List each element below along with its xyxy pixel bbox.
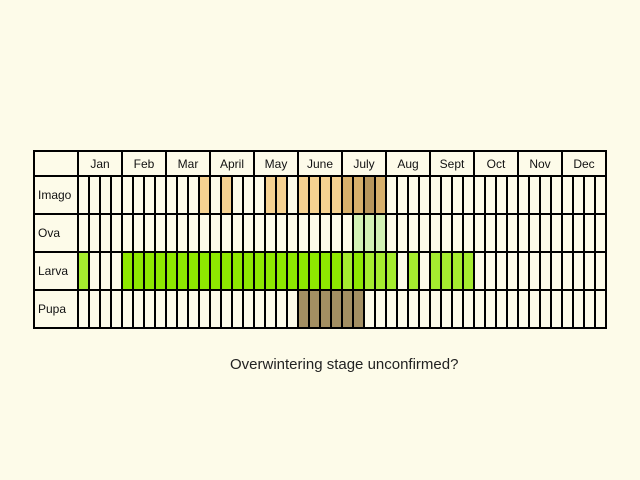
calendar-grid (33, 150, 607, 329)
month-label: June (307, 157, 333, 171)
stage-fill-larva (134, 253, 144, 290)
month-label: July (353, 157, 374, 171)
stage-fill-larva (277, 253, 287, 290)
stage-fill-larva (244, 253, 254, 290)
stage-fill-larva (288, 253, 298, 290)
month-label: Jan (90, 157, 109, 171)
stage-fill-imago (365, 177, 375, 214)
stage-fill-imago (354, 177, 364, 214)
month-label: Dec (573, 157, 594, 171)
month-label: Mar (178, 157, 199, 171)
stage-fill-pupa (321, 291, 331, 328)
stage-fill-imago (343, 177, 353, 214)
stage-fill-pupa (299, 291, 309, 328)
stage-fill-larva (123, 253, 133, 290)
stage-fill-imago (266, 177, 276, 214)
stage-fill-imago (200, 177, 210, 214)
stage-fill-ova (365, 215, 375, 252)
stage-fill-larva (365, 253, 375, 290)
stage-fill-larva (211, 253, 221, 290)
stage-fill-larva (464, 253, 474, 290)
stage-fill-pupa (332, 291, 342, 328)
stage-fill-larva (354, 253, 364, 290)
stage-fill-pupa (343, 291, 353, 328)
stage-fill-larva (299, 253, 309, 290)
stage-fill-larva (310, 253, 320, 290)
month-label: Nov (529, 157, 550, 171)
stage-fill-imago (299, 177, 309, 214)
stage-fill-imago (277, 177, 287, 214)
calendar-labels: Jan Feb Mar April May June July Aug Sept Oct Nov De… (38, 157, 595, 316)
stage-fill-larva (453, 253, 463, 290)
stage-fill-larva (442, 253, 452, 290)
stage-fill-larva (167, 253, 177, 290)
stage-fill-larva (321, 253, 331, 290)
stage-fill-larva (145, 253, 155, 290)
stage-fill-larva (409, 253, 419, 290)
stage-fill-larva (189, 253, 199, 290)
stage-fill-larva (255, 253, 265, 290)
stage-fill-imago (310, 177, 320, 214)
stage-fill-larva (200, 253, 210, 290)
month-label: Aug (397, 157, 418, 171)
stage-label: Pupa (38, 302, 66, 316)
stage-label: Larva (38, 264, 68, 278)
stage-fill-larva (178, 253, 188, 290)
stage-label: Imago (38, 188, 72, 202)
month-label: April (220, 157, 244, 171)
stage-fill-imago (321, 177, 331, 214)
stage-fill-imago (222, 177, 232, 214)
stage-fill-larva (222, 253, 232, 290)
stage-label: Ova (38, 226, 60, 240)
month-label: Feb (134, 157, 155, 171)
stage-fill-larva (376, 253, 386, 290)
stage-fill-pupa (354, 291, 364, 328)
stage-fill-ova (376, 215, 386, 252)
stage-fill-larva (233, 253, 243, 290)
stage-fill-ova (354, 215, 364, 252)
stage-fill-larva (431, 253, 441, 290)
stage-fill-larva (343, 253, 353, 290)
stage-fill-larva (266, 253, 276, 290)
month-label: Oct (487, 157, 506, 171)
stage-fill-larva (79, 253, 89, 290)
stage-fill-pupa (310, 291, 320, 328)
stage-fill-imago (376, 177, 386, 214)
stage-fills (79, 177, 474, 328)
month-label: May (265, 157, 288, 171)
stage-fill-imago (332, 177, 342, 214)
overwintering-note: Overwintering stage unconfirmed? (230, 356, 459, 373)
stage-fill-larva (332, 253, 342, 290)
stage-fill-larva (387, 253, 397, 290)
month-label: Sept (440, 157, 465, 171)
stage-fill-larva (156, 253, 166, 290)
